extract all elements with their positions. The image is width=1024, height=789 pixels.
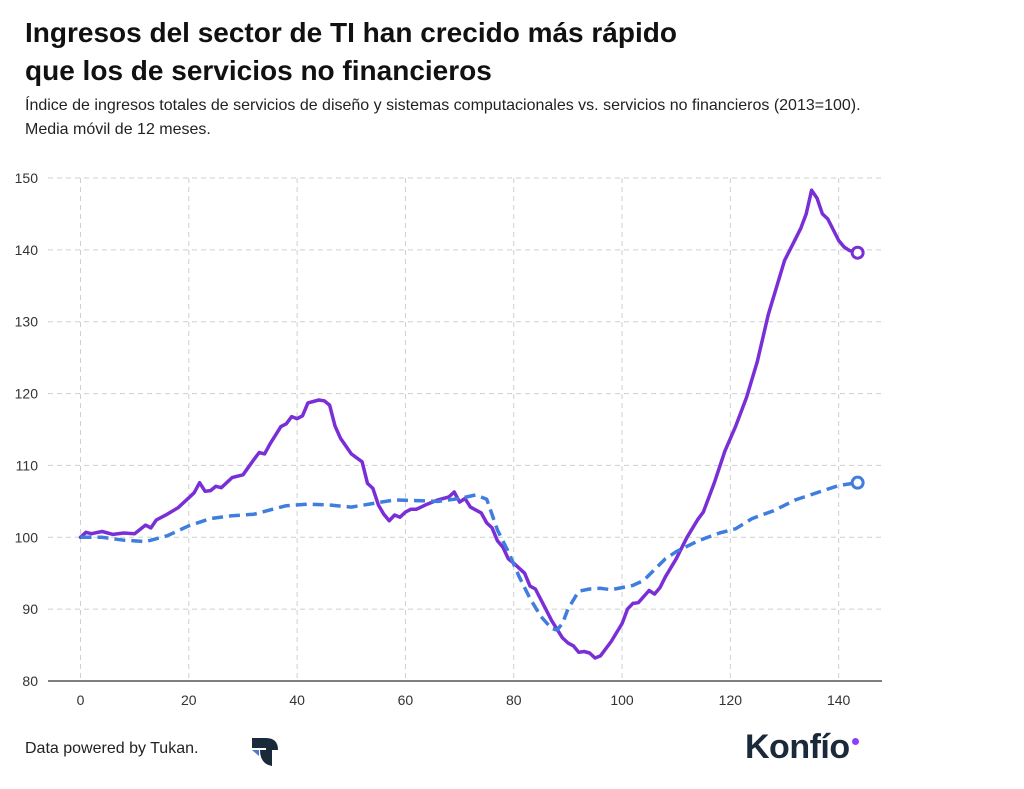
chart-subtitle-line-2: Media móvil de 12 meses. bbox=[25, 121, 211, 138]
konfio-logo: Konfío bbox=[745, 728, 850, 766]
x-tick-label-60: 60 bbox=[398, 692, 414, 708]
data-credit: Data powered by Tukan. bbox=[25, 740, 199, 757]
brand-dot-icon bbox=[852, 738, 859, 745]
end-marker-nonfin bbox=[850, 475, 865, 490]
chart-title-line-2: que los de servicios no financieros bbox=[25, 55, 492, 86]
y-tick-label-130: 130 bbox=[15, 314, 39, 330]
x-tick-label-120: 120 bbox=[719, 692, 743, 708]
chart-subtitle: Índice de ingresos totales de servicios … bbox=[25, 94, 1015, 142]
chart-title: Ingresos del sector de TI han crecido má… bbox=[25, 14, 1005, 90]
y-tick-label-80: 80 bbox=[22, 673, 38, 689]
x-axis-ticks: 0 20 40 60 80 100 120 140 bbox=[77, 692, 851, 708]
y-tick-label-150: 150 bbox=[15, 170, 39, 186]
series-line-nonfin bbox=[80, 480, 858, 632]
y-tick-label-100: 100 bbox=[15, 529, 39, 545]
series-line-it bbox=[78, 188, 860, 660]
grid-lines bbox=[48, 177, 882, 681]
y-axis-ticks: 80 90 100 110 120 130 140 150 bbox=[15, 170, 39, 689]
x-tick-label-0: 0 bbox=[77, 692, 85, 708]
y-tick-label-120: 120 bbox=[15, 386, 39, 402]
y-tick-label-110: 110 bbox=[16, 457, 39, 473]
series-lines bbox=[78, 188, 860, 660]
x-tick-label-140: 140 bbox=[827, 692, 851, 708]
chart-title-line-1: Ingresos del sector de TI han crecido má… bbox=[25, 17, 677, 48]
end-marker-it bbox=[850, 245, 865, 260]
chart-subtitle-line-1: Índice de ingresos totales de servicios … bbox=[25, 97, 861, 114]
x-tick-label-40: 40 bbox=[289, 692, 305, 708]
y-tick-label-90: 90 bbox=[22, 601, 38, 617]
end-markers bbox=[850, 245, 865, 490]
x-tick-label-20: 20 bbox=[181, 692, 197, 708]
x-tick-label-80: 80 bbox=[506, 692, 522, 708]
y-tick-label-140: 140 bbox=[15, 242, 39, 258]
x-tick-label-100: 100 bbox=[610, 692, 634, 708]
tukan-logo-icon bbox=[252, 738, 278, 766]
